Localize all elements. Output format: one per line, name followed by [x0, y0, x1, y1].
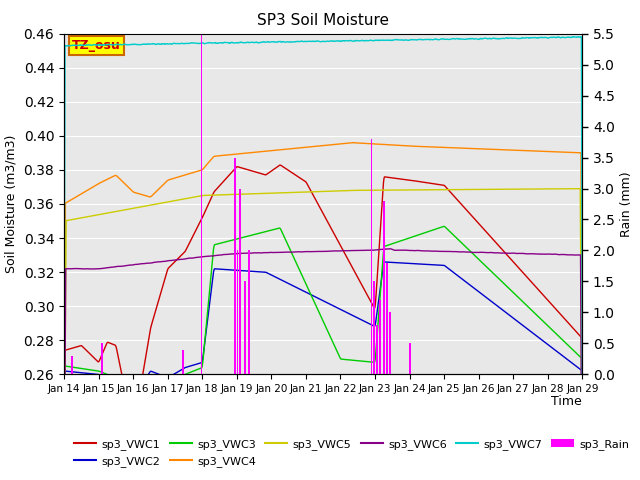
Y-axis label: Soil Moisture (m3/m3): Soil Moisture (m3/m3)	[5, 135, 18, 273]
Text: TZ_osu: TZ_osu	[72, 39, 120, 52]
X-axis label: Time: Time	[552, 395, 582, 408]
Title: SP3 Soil Moisture: SP3 Soil Moisture	[257, 13, 389, 28]
Y-axis label: Rain (mm): Rain (mm)	[620, 171, 634, 237]
Legend: sp3_VWC1, sp3_VWC2, sp3_VWC3, sp3_VWC4, sp3_VWC5, sp3_VWC6, sp3_VWC7, sp3_Rain: sp3_VWC1, sp3_VWC2, sp3_VWC3, sp3_VWC4, …	[70, 435, 634, 471]
